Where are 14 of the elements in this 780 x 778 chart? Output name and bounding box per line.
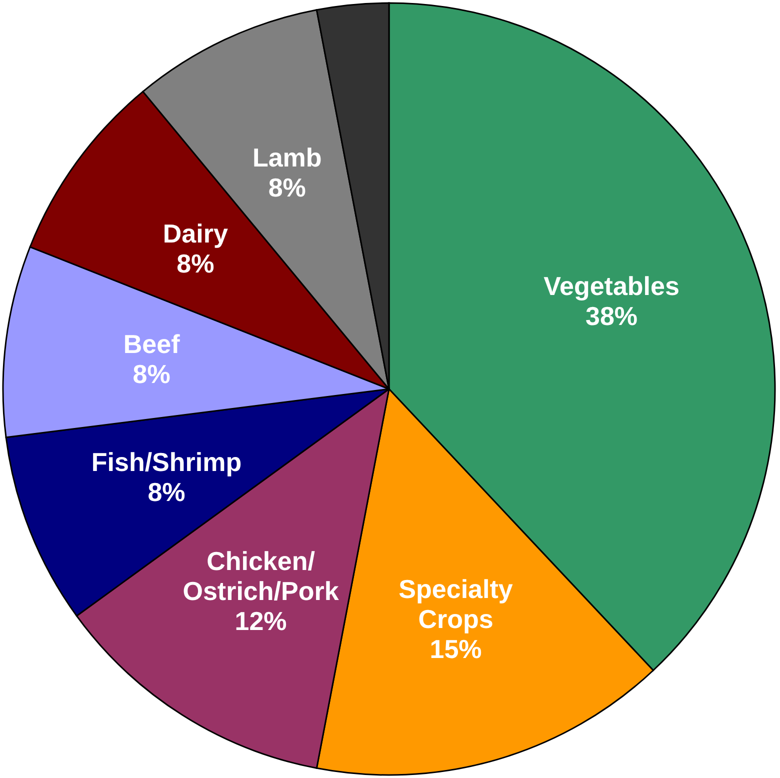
- data-label: 8%: [148, 477, 186, 508]
- slice-label: Fish/Shrimp: [91, 447, 242, 478]
- slice-label: Specialty Crops: [398, 574, 514, 634]
- data-label: 38%: [585, 301, 638, 331]
- slice-label: Dairy: [162, 218, 228, 248]
- data-label: 8%: [176, 248, 214, 278]
- data-label: 12%: [234, 606, 287, 636]
- data-label: 8%: [268, 172, 306, 203]
- data-label: 15%: [430, 634, 482, 664]
- data-label: 8%: [132, 359, 170, 390]
- slice-label: Chicken/Ostrich/Pork: [182, 546, 340, 606]
- slice-label: Vegetables: [544, 271, 680, 301]
- slice-label: Lamb: [252, 142, 322, 173]
- slice-label: Beef: [123, 329, 180, 360]
